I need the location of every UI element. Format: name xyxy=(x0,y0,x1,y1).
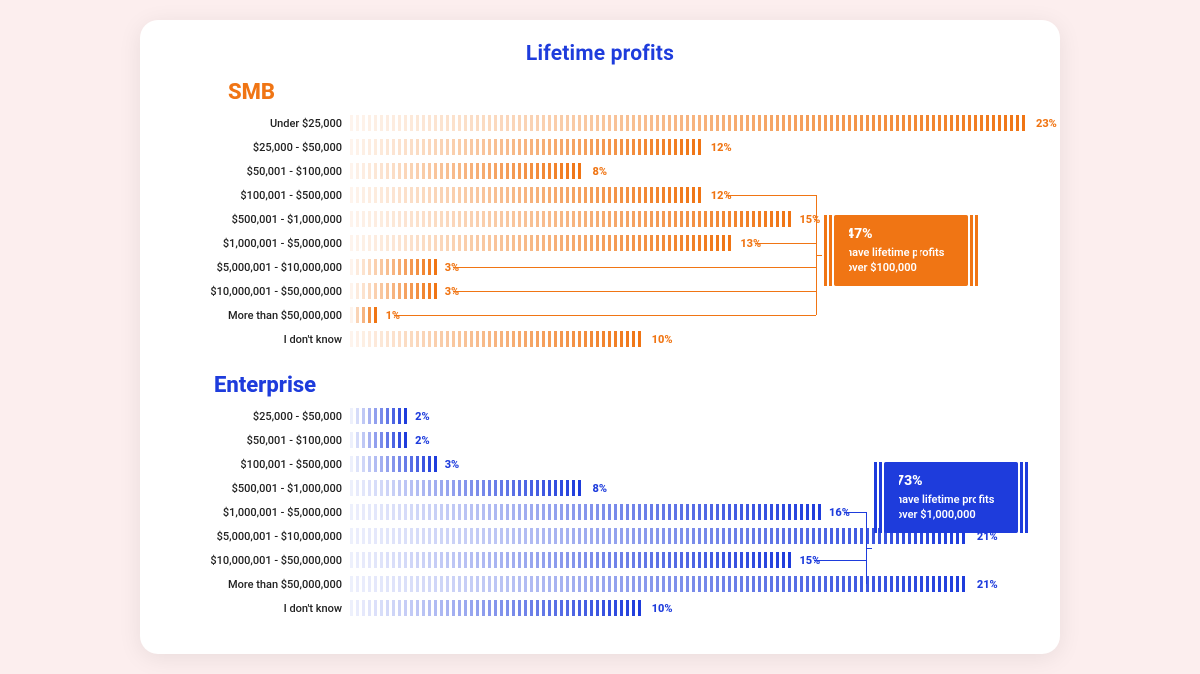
bar-track: 2% xyxy=(350,431,1026,449)
bar xyxy=(350,115,1030,131)
bar xyxy=(350,211,793,227)
bar-label: $5,000,001 - $10,000,000 xyxy=(174,530,350,543)
callout-ent: 73% have lifetime profits over $1,000,000 xyxy=(884,462,1018,533)
section-title-smb: SMB xyxy=(228,80,1026,105)
bar-label: I don't know xyxy=(174,333,350,346)
bar xyxy=(350,283,439,299)
chart-card: Lifetime profits SMBUnder $25,00023%$25,… xyxy=(140,20,1060,654)
bar-value: 23% xyxy=(1036,117,1057,130)
bar xyxy=(350,552,793,568)
callout-text: have lifetime profits over $100,000 xyxy=(846,246,944,274)
bar-label: $5,000,001 - $10,000,000 xyxy=(174,261,350,274)
bar xyxy=(350,259,439,275)
bar xyxy=(350,432,409,448)
bar-row: $100,001 - $500,00012% xyxy=(174,183,1026,207)
bar xyxy=(350,331,646,347)
bar-value: 8% xyxy=(593,165,608,178)
bar-track: 10% xyxy=(350,330,1026,348)
bar-label: $1,000,001 - $5,000,000 xyxy=(174,506,350,519)
callout-headline: 47% xyxy=(846,225,956,244)
bar-label: $500,001 - $1,000,000 xyxy=(174,213,350,226)
bar-value: 15% xyxy=(799,213,820,226)
chart-smb: Under $25,00023%$25,000 - $50,00012%$50,… xyxy=(174,111,1026,351)
bar-label: $1,000,001 - $5,000,000 xyxy=(174,237,350,250)
callout-text: have lifetime profits over $1,000,000 xyxy=(896,493,994,521)
bar-label: Under $25,000 xyxy=(174,117,350,130)
bar-row: I don't know 10% xyxy=(174,596,1026,620)
bar-row: $25,000 - $50,000 12% xyxy=(174,135,1026,159)
bar xyxy=(350,187,705,203)
bar-value: 8% xyxy=(593,482,608,495)
bar-value: 3% xyxy=(445,458,460,471)
bar-track: 21% xyxy=(350,575,1026,593)
bar-track: 12% xyxy=(350,186,1026,204)
bar-row: $10,000,001 - $50,000,00015% xyxy=(174,548,1026,572)
section-smb: SMBUnder $25,00023%$25,000 - $50,00012%$… xyxy=(174,80,1026,351)
bar-value: 21% xyxy=(977,578,998,591)
bar-value: 2% xyxy=(415,434,430,447)
bar xyxy=(350,576,971,592)
bar-row: $50,001 - $100,000 8% xyxy=(174,159,1026,183)
callout-headline: 73% xyxy=(896,472,1006,491)
bar-label: $25,000 - $50,000 xyxy=(174,410,350,423)
bar-track: 23% xyxy=(350,114,1057,132)
bar-label: $10,000,001 - $50,000,000 xyxy=(174,285,350,298)
bar xyxy=(350,307,380,323)
bar xyxy=(350,600,646,616)
bar-track: 2% xyxy=(350,407,1026,425)
bar-track: 15% xyxy=(350,551,1026,569)
bar xyxy=(350,235,734,251)
bar-label: More than $50,000,000 xyxy=(174,309,350,322)
bar-track: 10% xyxy=(350,599,1026,617)
bar-value: 10% xyxy=(652,602,673,615)
bar-label: $50,001 - $100,000 xyxy=(174,165,350,178)
bar-label: I don't know xyxy=(174,602,350,615)
bar xyxy=(350,480,587,496)
bar-track: 8% xyxy=(350,162,1026,180)
section-title-ent: Enterprise xyxy=(214,373,1026,398)
bar-label: $10,000,001 - $50,000,000 xyxy=(174,554,350,567)
bar-value: 2% xyxy=(415,410,430,423)
bar-label: More than $50,000,000 xyxy=(174,578,350,591)
bar xyxy=(350,139,705,155)
bar-value: 12% xyxy=(711,141,732,154)
bar xyxy=(350,528,971,544)
bar-label: $25,000 - $50,000 xyxy=(174,141,350,154)
bar-label: $50,001 - $100,000 xyxy=(174,434,350,447)
bar-row: I don't know 10% xyxy=(174,327,1026,351)
chart-ent: $25,000 - $50,0002%$50,001 - $100,0002%$… xyxy=(174,404,1026,620)
bar-value: 10% xyxy=(652,333,673,346)
bar-row: $25,000 - $50,000 2% xyxy=(174,404,1026,428)
bar-row: More than $50,000,000 21% xyxy=(174,572,1026,596)
callout-smb: 47% have lifetime profits over $100,000 xyxy=(834,215,968,286)
section-ent: Enterprise$25,000 - $50,0002%$50,001 - $… xyxy=(174,373,1026,620)
bar-label: $100,001 - $500,000 xyxy=(174,458,350,471)
bar xyxy=(350,456,439,472)
bar-row: Under $25,00023% xyxy=(174,111,1026,135)
chart-title: Lifetime profits xyxy=(174,42,1026,66)
bar xyxy=(350,408,409,424)
bar-track: 12% xyxy=(350,138,1026,156)
bar-label: $500,001 - $1,000,000 xyxy=(174,482,350,495)
bar-row: $50,001 - $100,000 2% xyxy=(174,428,1026,452)
bar xyxy=(350,504,823,520)
bar-label: $100,001 - $500,000 xyxy=(174,189,350,202)
sections-container: SMBUnder $25,00023%$25,000 - $50,00012%$… xyxy=(174,80,1026,620)
bar xyxy=(350,163,587,179)
